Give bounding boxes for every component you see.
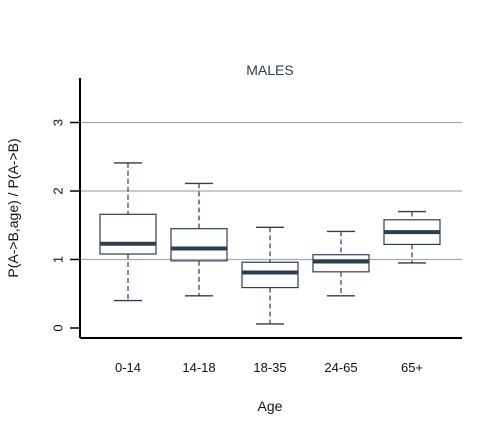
box-series bbox=[99, 162, 441, 325]
axes bbox=[79, 78, 462, 339]
iqr-box bbox=[99, 213, 157, 255]
chart-title: MALES bbox=[246, 62, 293, 78]
y-tick-label-2: 2 bbox=[51, 187, 66, 194]
x-axis-title: Age bbox=[258, 398, 283, 414]
box-18-35 bbox=[241, 226, 299, 325]
box-14-18 bbox=[170, 182, 228, 297]
x-tick-labels: 0-14 14-18 18-35 24-65 65+ bbox=[115, 360, 423, 375]
y-tick-label-3: 3 bbox=[51, 119, 66, 126]
y-tick-label-1: 1 bbox=[51, 256, 66, 263]
iqr-box bbox=[241, 261, 299, 289]
box-65+ bbox=[383, 210, 441, 264]
iqr-box bbox=[170, 228, 228, 262]
y-axis-title: P(A->B,age) / P(A->B) bbox=[5, 138, 21, 277]
x-tick-label-14-18: 14-18 bbox=[182, 360, 215, 375]
box-0-14 bbox=[99, 162, 157, 302]
x-tick-label-0-14: 0-14 bbox=[115, 360, 141, 375]
y-tick-labels: 0 1 2 3 bbox=[51, 119, 80, 332]
grid-lines bbox=[80, 121, 462, 261]
box-24-65 bbox=[312, 230, 370, 297]
y-tick-label-0: 0 bbox=[51, 324, 66, 331]
x-tick-label-24-65: 24-65 bbox=[324, 360, 357, 375]
x-tick-label-65+: 65+ bbox=[401, 360, 423, 375]
x-tick-label-18-35: 18-35 bbox=[253, 360, 286, 375]
